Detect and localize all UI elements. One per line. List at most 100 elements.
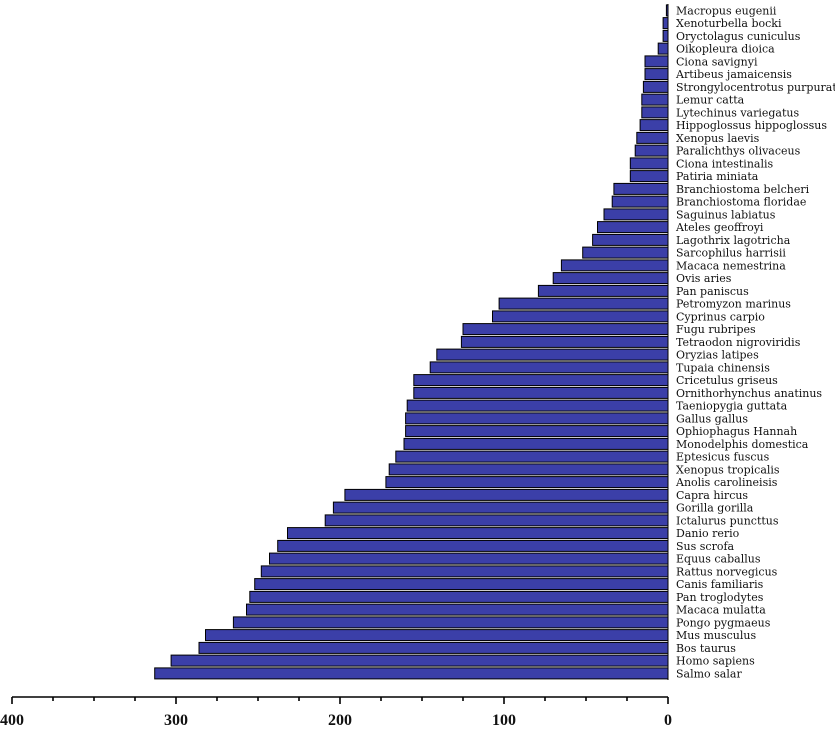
bar — [413, 374, 669, 387]
category-label: Rattus norvegicus — [676, 565, 778, 578]
bar — [254, 578, 669, 591]
bar — [406, 399, 669, 412]
category-label: Equus caballus — [676, 553, 761, 566]
category-label: Macropus eugenii — [676, 4, 777, 17]
bar — [639, 119, 669, 132]
category-label: Paralichthys olivaceus — [676, 145, 801, 158]
bar — [597, 221, 669, 234]
bar — [260, 565, 669, 578]
category-label: Lytechinus variegatus — [676, 106, 799, 119]
category-label: Tetraodon nigroviridis — [676, 336, 801, 349]
bar — [170, 654, 669, 667]
bar — [636, 131, 669, 144]
bar — [644, 55, 669, 68]
category-label: Xenoturbella bocki — [676, 17, 782, 30]
bar — [344, 488, 669, 501]
bar — [641, 93, 669, 106]
x-tick-label: 400 — [0, 712, 24, 729]
category-label: Monodelphis domestica — [676, 438, 809, 451]
category-label: Petromyzon marinus — [676, 298, 791, 311]
category-label: Gallus gallus — [676, 412, 748, 425]
bar — [249, 590, 669, 603]
category-label: Ophiophagus Hannah — [676, 425, 797, 438]
category-label: Oikopleura dioica — [676, 43, 775, 56]
bar — [232, 616, 669, 629]
category-label: Branchiostoma belcheri — [676, 183, 810, 196]
category-label: Fugu rubripes — [676, 323, 756, 336]
bar — [611, 195, 669, 208]
bar — [429, 361, 669, 374]
category-label: Bos taurus — [676, 642, 736, 655]
category-label: Pongo pygmaeus — [676, 616, 771, 629]
category-label: Taeniopygia guttata — [676, 400, 788, 413]
bar — [657, 42, 669, 55]
category-label: Tupaia chinensis — [676, 361, 770, 374]
category-label: Ateles geoffroyi — [675, 221, 764, 234]
category-label: Salmo salar — [676, 667, 742, 680]
category-label: Eptesicus fuscus — [676, 451, 770, 464]
category-label: Branchiostoma floridae — [676, 196, 806, 209]
bar — [498, 297, 669, 310]
category-label: Capra hircus — [676, 489, 748, 502]
category-label: Cyprinus carpio — [676, 310, 765, 323]
bar — [492, 310, 669, 323]
category-label: Anolis carolineisis — [675, 476, 778, 489]
category-label: Ornithorhynchus anatinus — [676, 387, 822, 400]
bar — [560, 259, 669, 272]
category-label: Macaca mulatta — [676, 604, 766, 617]
bar — [460, 335, 669, 348]
category-label: Hippoglossus hippoglossus — [676, 119, 827, 132]
bar — [662, 17, 669, 30]
bar — [403, 437, 669, 450]
bar — [603, 208, 669, 221]
category-label: Ciona savignyi — [676, 55, 758, 68]
bar — [269, 552, 669, 565]
bar — [246, 603, 669, 616]
category-label: Gorilla gorilla — [676, 502, 754, 515]
category-label: Macaca nemestrina — [676, 259, 786, 272]
bar — [205, 629, 669, 642]
bar — [436, 348, 669, 361]
category-label: Ciona intestinalis — [676, 157, 773, 170]
bar — [413, 386, 669, 399]
category-label: Homo sapiens — [676, 655, 755, 668]
category-label: Patiria miniata — [676, 170, 759, 183]
bar — [634, 144, 669, 157]
bar — [592, 233, 669, 246]
bar — [154, 667, 669, 680]
bar — [277, 539, 669, 552]
category-label: Sus scrofa — [676, 540, 735, 553]
category-label: Xenopus tropicalis — [676, 463, 780, 476]
bar — [552, 272, 669, 285]
bar — [388, 463, 669, 476]
bar — [287, 527, 669, 540]
bar — [629, 170, 669, 183]
category-label: Xenopus laevis — [676, 132, 760, 145]
category-label: Ovis aries — [676, 272, 732, 285]
category-label: Sarcophilus harrisii — [676, 247, 786, 260]
x-tick-label: 200 — [328, 712, 352, 729]
x-tick-label: 300 — [164, 712, 188, 729]
bar — [642, 80, 669, 93]
category-label: Pan troglodytes — [676, 591, 764, 604]
bar — [395, 450, 669, 463]
bar — [613, 182, 669, 195]
bar — [537, 284, 669, 297]
bar — [644, 68, 669, 81]
category-label: Lemur catta — [676, 94, 745, 107]
bar — [405, 425, 669, 438]
x-tick-label: 0 — [664, 712, 672, 729]
bar — [405, 412, 669, 425]
bar — [641, 106, 669, 119]
bar — [198, 641, 669, 654]
bar — [332, 501, 669, 514]
category-label: Strongylocentrotus purpuratus — [676, 81, 835, 94]
bar — [324, 514, 669, 527]
category-label: Ictalurus puncttus — [676, 514, 779, 527]
category-label: Danio rerio — [676, 527, 740, 540]
category-label: Mus musculus — [676, 629, 756, 642]
category-label: Oryctolagus cuniculus — [676, 30, 801, 43]
bar — [462, 323, 669, 336]
